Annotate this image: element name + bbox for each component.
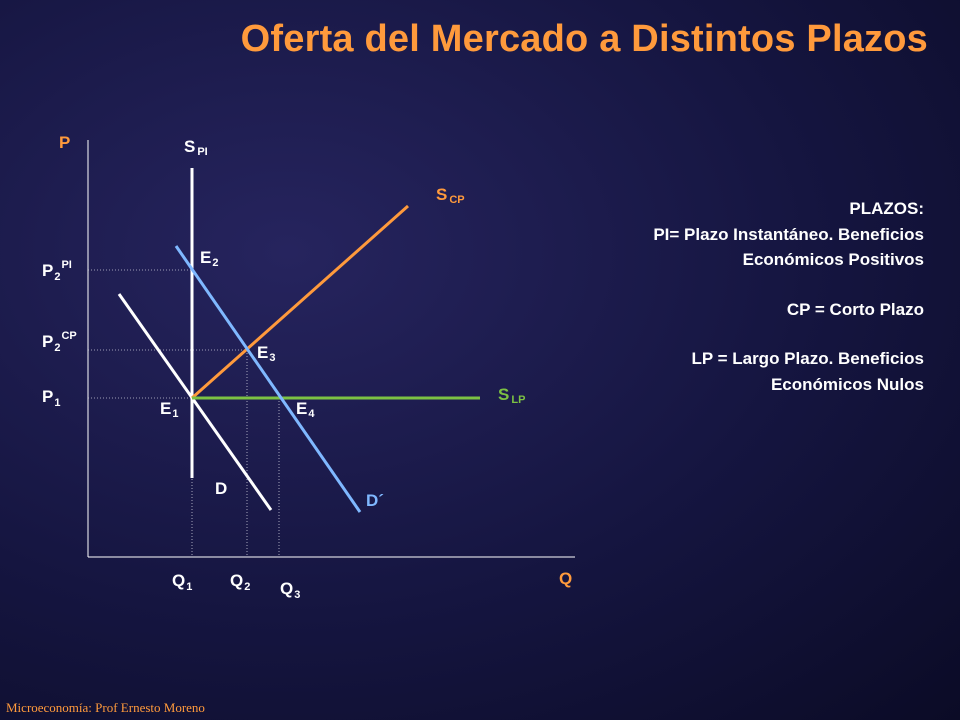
- s-cp-label: S CP: [436, 185, 465, 206]
- notes-pi-line2: Económicos Positivos: [742, 250, 924, 269]
- e4-label: E4: [296, 399, 315, 420]
- slide-title: Oferta del Mercado a Distintos Plazos: [240, 18, 928, 60]
- notes-lp-line2: Económicos Nulos: [770, 374, 924, 394]
- notes-spacer: [524, 273, 924, 297]
- demand-new-label: D´: [366, 491, 384, 510]
- notes-heading: PLAZOS:: [849, 199, 924, 218]
- e2-label: E2: [200, 248, 218, 269]
- p2-pi-label: P2PI: [42, 259, 72, 283]
- p2-cp-label: P2CP: [42, 330, 77, 354]
- q2-label: Q2: [230, 571, 250, 593]
- plazos-notes: PLAZOS: PI= Plazo Instantáneo. Beneficio…: [524, 196, 924, 397]
- notes-pi-line1: PI= Plazo Instantáneo. Beneficios: [653, 224, 924, 244]
- x-axis-label: Q: [559, 569, 572, 588]
- supply-short-run-curve: [191, 204, 409, 400]
- notes-spacer: [524, 322, 924, 346]
- p1-label: P1: [42, 387, 60, 409]
- notes-lp-line1: LP = Largo Plazo. Beneficios: [691, 349, 924, 368]
- s-pi-label: S PI: [184, 137, 208, 158]
- e1-label: E1: [160, 399, 178, 420]
- s-lp-label: S LP: [498, 385, 525, 406]
- demand-new-curve: [174, 245, 362, 513]
- e3-label: E3: [257, 343, 275, 364]
- demand-label: D: [215, 479, 227, 498]
- q3-label: Q3: [280, 579, 300, 601]
- demand-curve: [117, 293, 273, 511]
- q1-label: Q1: [172, 571, 192, 593]
- footer-credit: Microeconomía: Prof Ernesto Moreno: [6, 700, 205, 715]
- notes-cp-line: CP = Corto Plazo: [786, 299, 924, 319]
- y-axis-label: P: [59, 133, 70, 152]
